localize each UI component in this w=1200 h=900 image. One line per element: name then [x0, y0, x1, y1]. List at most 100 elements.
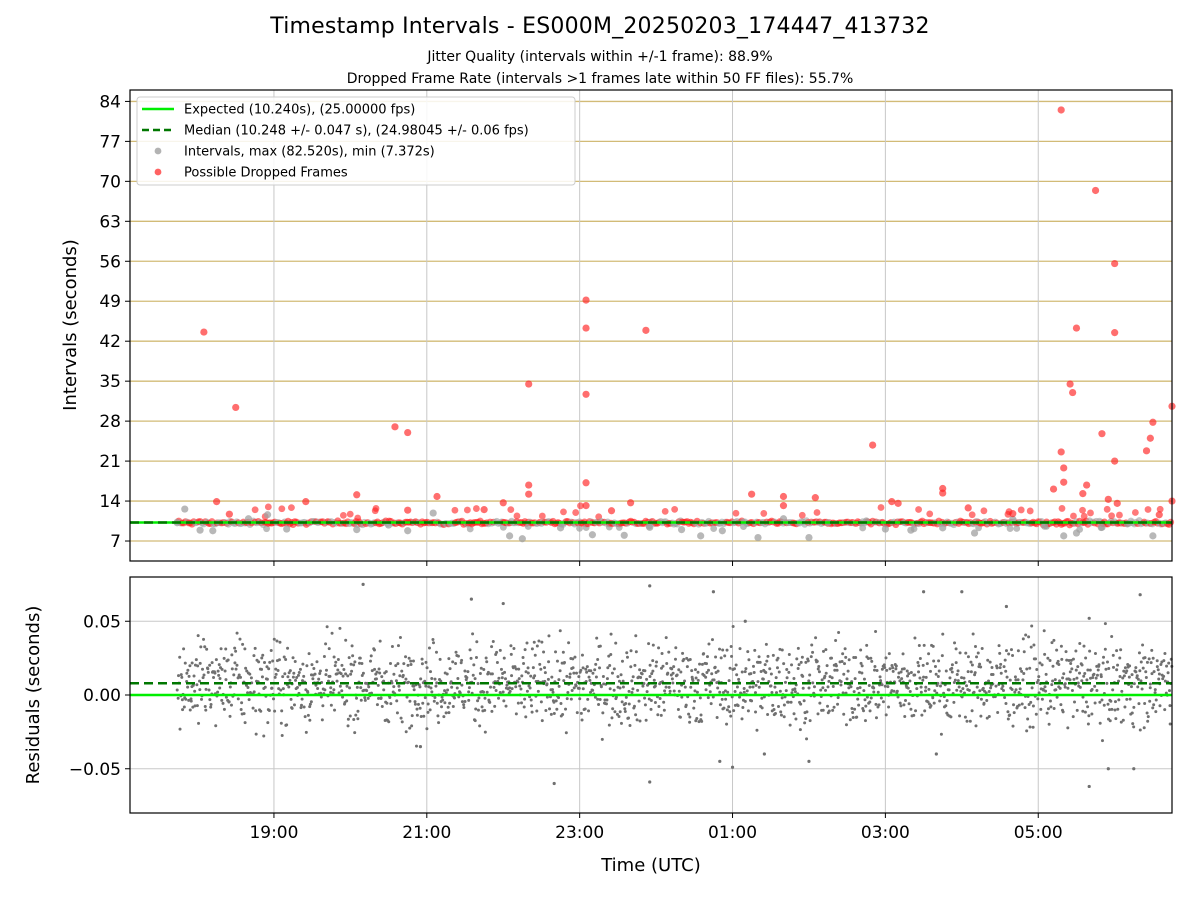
residual-point — [873, 668, 877, 672]
residual-point — [644, 718, 648, 722]
residual-point — [655, 660, 659, 664]
interval-point — [710, 525, 718, 532]
dropped-frame-point — [671, 505, 679, 513]
residual-point — [429, 670, 433, 674]
residual-point — [1084, 656, 1088, 660]
residual-point — [948, 676, 952, 680]
residual-point — [760, 706, 764, 710]
residual-point — [260, 656, 264, 660]
residual-point — [1087, 784, 1091, 789]
residual-point — [811, 681, 815, 685]
residual-point — [265, 677, 269, 681]
residual-point — [1148, 699, 1152, 703]
dropped-frame-point — [1113, 499, 1121, 507]
dropped-frame-point — [1057, 106, 1065, 114]
residual-point — [1066, 686, 1070, 690]
interval-point — [263, 511, 272, 519]
residual-point — [688, 720, 692, 724]
residual-point — [300, 697, 304, 701]
residual-point — [510, 687, 514, 691]
y-tick-label: 0.05 — [83, 612, 121, 632]
residual-point — [390, 681, 394, 685]
residual-point — [1094, 676, 1098, 680]
residual-point — [380, 704, 384, 708]
residual-point — [726, 690, 730, 694]
dropped-frame-point — [1156, 505, 1164, 513]
residual-point — [1068, 670, 1072, 674]
residual-point — [950, 663, 954, 667]
residual-point — [1086, 705, 1090, 709]
residual-point — [618, 710, 622, 714]
residual-point — [286, 675, 290, 679]
residual-point — [710, 638, 714, 642]
residual-point — [275, 639, 279, 643]
residual-point — [987, 690, 991, 694]
residual-point — [1076, 665, 1080, 669]
residual-point — [1003, 658, 1007, 662]
residual-point — [1016, 678, 1020, 682]
residual-point — [966, 670, 970, 674]
residual-point — [969, 660, 973, 664]
y-tick-label: −0.05 — [69, 760, 121, 780]
residual-point — [637, 699, 641, 703]
residual-point — [1140, 687, 1144, 691]
residual-point — [1161, 677, 1165, 681]
residual-point — [529, 704, 533, 708]
residual-point — [580, 653, 584, 657]
residual-point — [901, 652, 905, 656]
residual-point — [289, 697, 293, 701]
residual-point — [265, 665, 269, 669]
residual-point — [1009, 648, 1013, 652]
residual-point — [683, 685, 687, 689]
dropped-frame-point — [572, 509, 580, 516]
residual-point — [570, 688, 574, 692]
residual-point — [257, 660, 261, 664]
residual-point — [1129, 685, 1133, 689]
residual-point — [290, 706, 294, 710]
residual-point — [1157, 677, 1161, 681]
residual-point — [1153, 691, 1157, 695]
residual-point — [814, 636, 818, 640]
residual-point — [705, 671, 709, 675]
residual-point — [745, 689, 749, 693]
residual-point — [1143, 656, 1147, 660]
residual-point — [1053, 678, 1057, 682]
residual-point — [985, 716, 989, 720]
residual-point — [735, 685, 739, 689]
residual-point — [307, 652, 311, 656]
residual-point — [987, 715, 991, 719]
residual-point — [1149, 661, 1153, 665]
residual-point — [1058, 686, 1062, 690]
residual-point — [664, 685, 668, 689]
residual-point — [243, 721, 247, 725]
residual-point — [821, 686, 825, 690]
residual-point — [994, 684, 998, 688]
residual-point — [467, 690, 471, 694]
residual-point — [879, 679, 883, 683]
residual-point — [433, 677, 437, 681]
residual-point — [1028, 725, 1032, 729]
residual-point — [1065, 658, 1069, 662]
residual-point — [266, 721, 270, 725]
residual-point — [635, 718, 639, 722]
residual-point — [1045, 711, 1049, 715]
residual-point — [708, 690, 712, 694]
residual-point — [662, 708, 666, 712]
residual-point — [1051, 679, 1055, 683]
residual-point — [407, 680, 411, 684]
residual-point — [220, 698, 224, 702]
residual-point — [483, 708, 487, 712]
residual-point — [785, 667, 789, 671]
residual-point — [545, 695, 549, 699]
residual-point — [1047, 722, 1051, 726]
residual-point — [761, 677, 765, 681]
residual-point — [672, 689, 676, 693]
residual-point — [802, 699, 806, 703]
residual-point — [620, 659, 624, 663]
residual-point — [887, 652, 891, 656]
residual-point — [545, 682, 549, 686]
residual-point — [303, 715, 307, 719]
residual-point — [999, 671, 1003, 675]
residual-point — [1134, 670, 1138, 674]
